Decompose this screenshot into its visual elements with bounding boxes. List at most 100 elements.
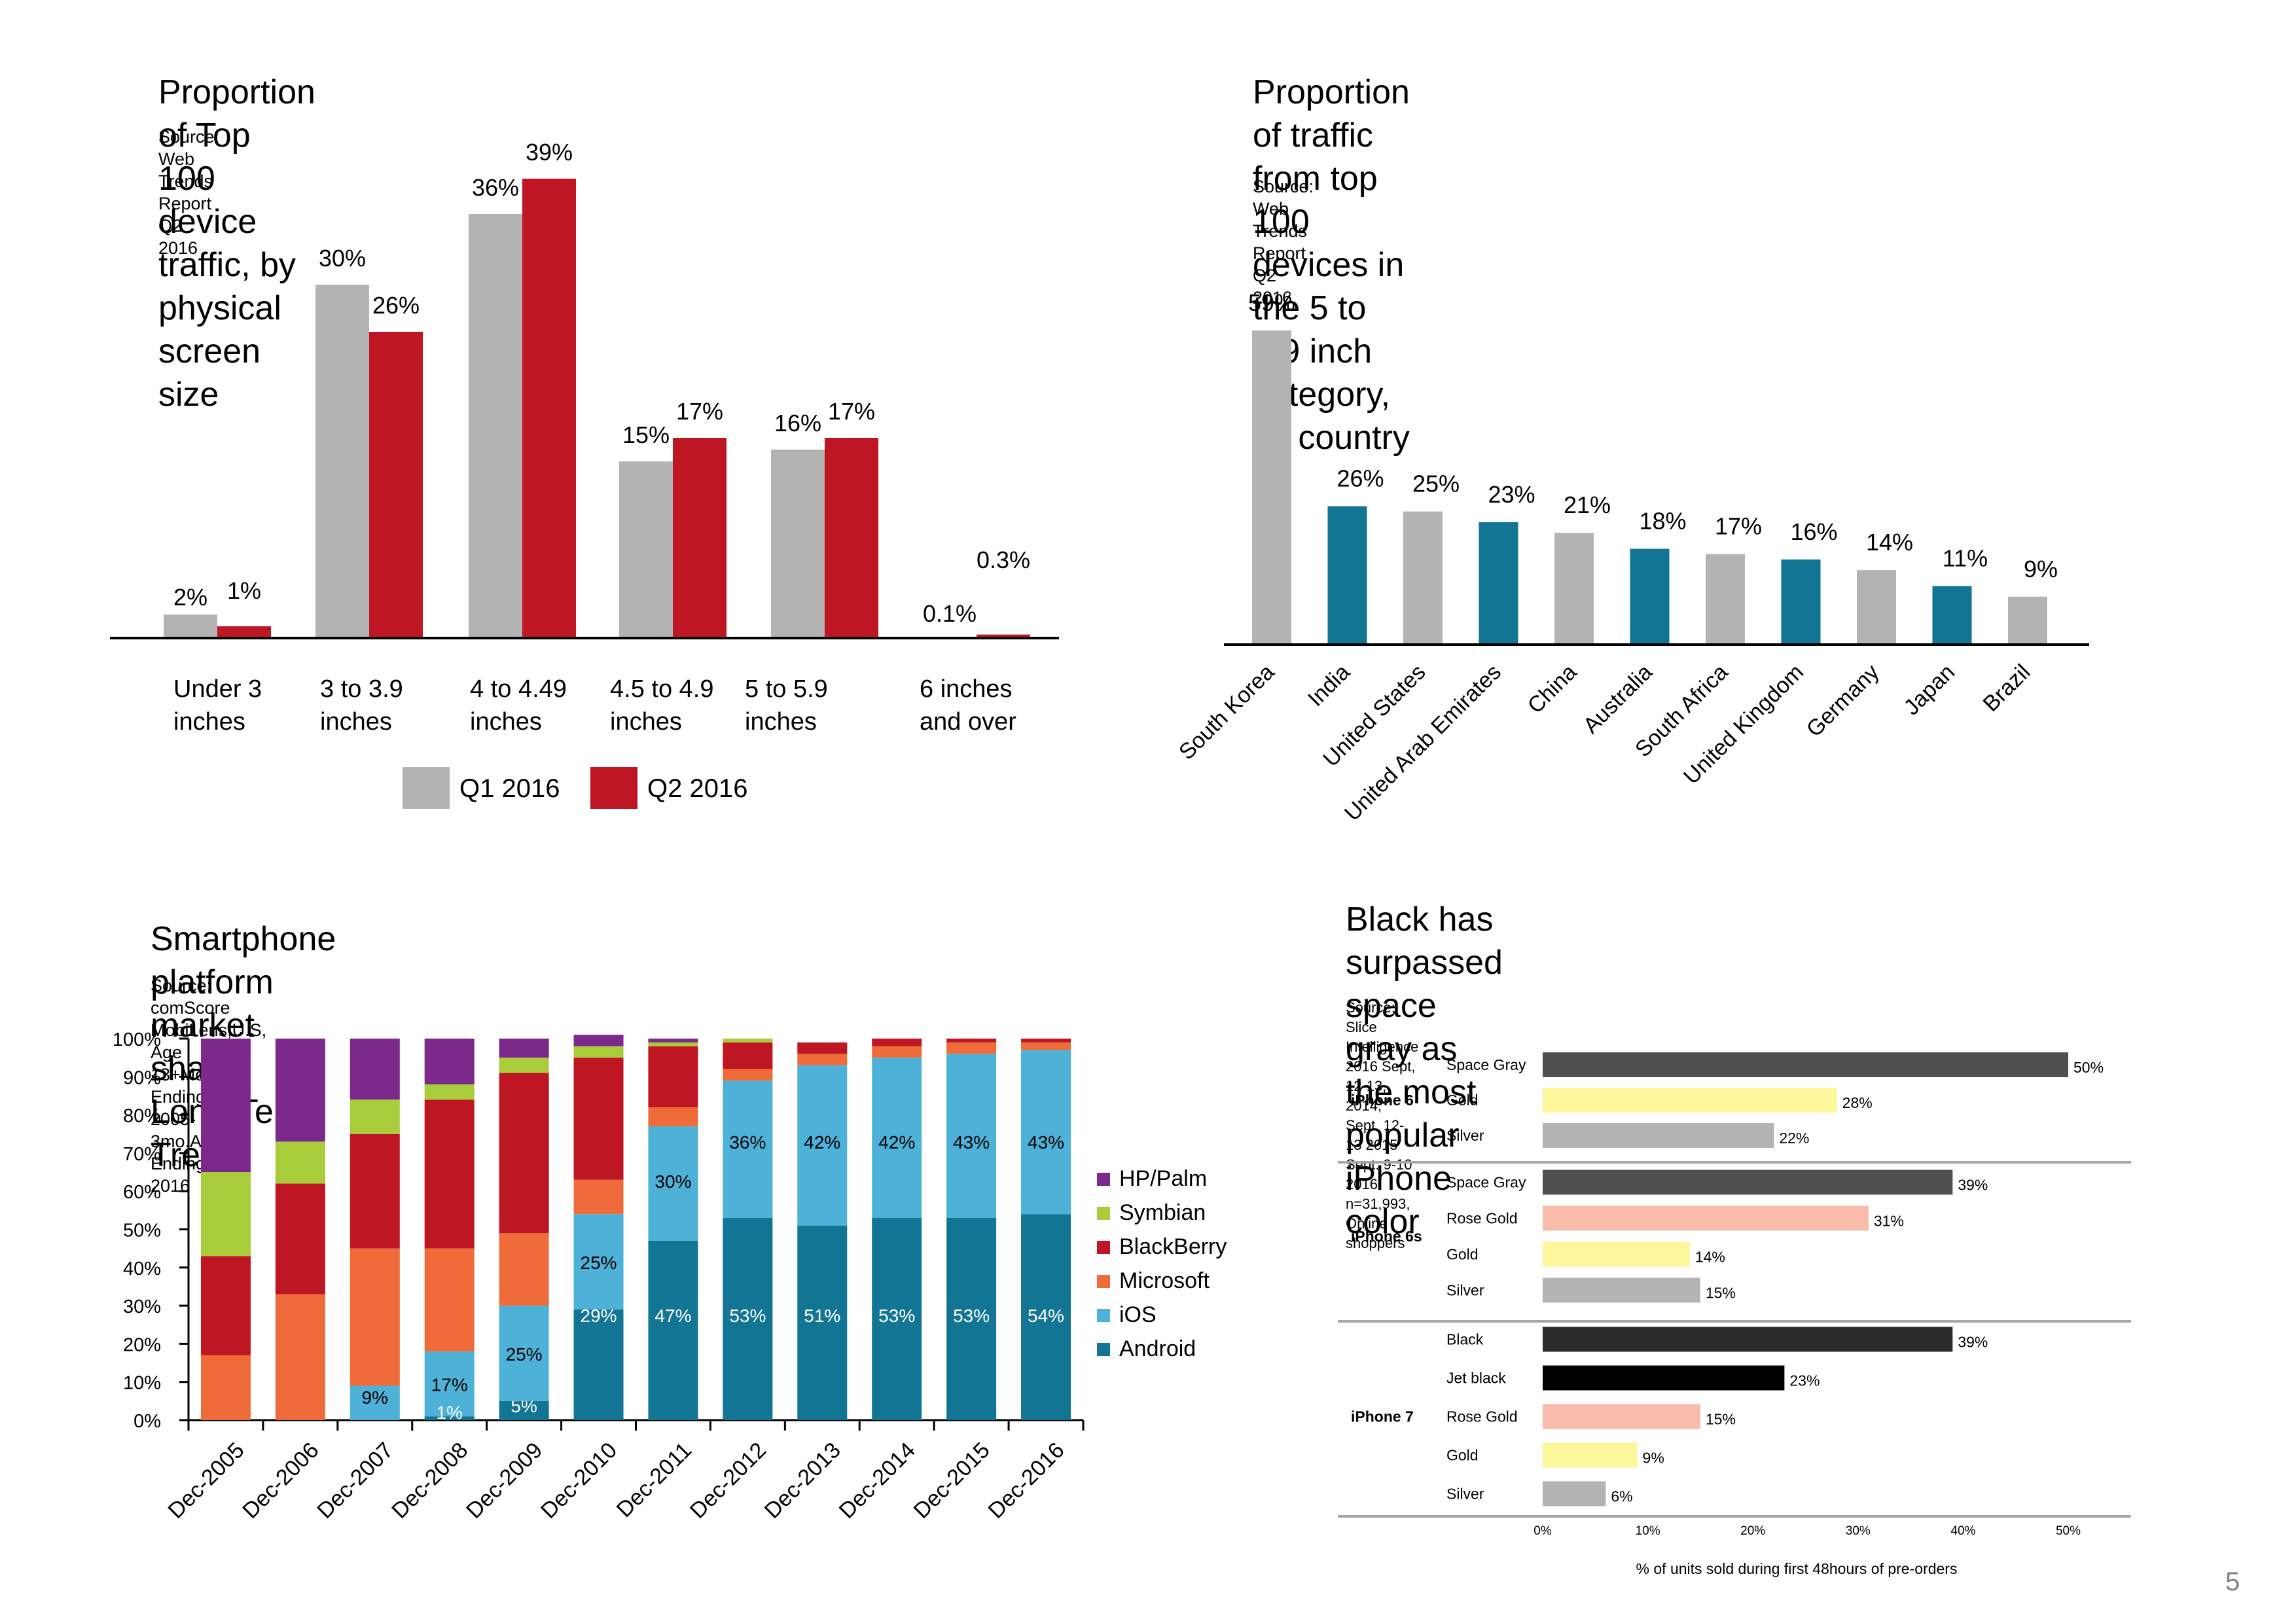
iphone-group-label-0: iPhone 6 (1351, 1092, 1414, 1109)
stack-microsoft-11 (1021, 1042, 1071, 1050)
country-source: Source: Web Trends Report Q2 2016 (1253, 177, 1314, 308)
data-label-q2-2016-0: 1% (227, 577, 261, 604)
platform-legend-swatch-ios (1097, 1309, 1110, 1322)
stack-hp-palm-2 (350, 1039, 400, 1100)
iphone-bar-value-2-4: 6% (1611, 1488, 1632, 1505)
platform-legend-swatch-blackberry (1097, 1241, 1110, 1254)
bar-q2-2016-0 (217, 626, 271, 638)
platform-y-tick-label-0: 0% (134, 1411, 161, 1432)
stack-android-10 (946, 1218, 997, 1420)
iphone-x-tick-label-0: 0% (1534, 1524, 1552, 1538)
bar-q2-2016-1 (369, 332, 423, 638)
country-value-label-7: 16% (1790, 518, 1837, 545)
data-label-q2-2016-2: 39% (526, 139, 573, 166)
iphone-x-tick-label-5: 50% (2056, 1524, 2081, 1538)
iphone-bar-1-2 (1543, 1241, 1690, 1267)
iphone-x-tick-label-2: 20% (1740, 1524, 1765, 1538)
legend-label-q1-2016: Q1 2016 (459, 774, 560, 803)
iphone-bar-2-2 (1543, 1404, 1700, 1429)
stack-android-3 (424, 1416, 475, 1420)
iphone-bar-2-0 (1543, 1327, 1953, 1352)
stack-blackberry-10 (946, 1039, 997, 1043)
iphone-bar-1-0 (1543, 1169, 1953, 1195)
category-label-2-1: inches (470, 708, 542, 736)
stack-android-5 (573, 1309, 624, 1420)
screen-size-source: Source: Web Trends Report Q2 2016 (158, 127, 220, 258)
data-label-q2-2016-5: 0.3% (977, 546, 1030, 573)
country-value-label-4: 21% (1564, 491, 1611, 518)
stack-blackberry-6 (648, 1046, 698, 1107)
stack-symbian-5 (573, 1046, 624, 1058)
country-value-label-0: 59% (1248, 289, 1295, 316)
bar-q2-2016-3 (673, 438, 726, 638)
stack-microsoft-10 (946, 1042, 997, 1054)
iphone-bar-1-3 (1543, 1277, 1700, 1303)
stack-ios-6 (648, 1126, 698, 1241)
platform-y-tick-label-10: 100% (113, 1029, 161, 1050)
country-bar-10 (2008, 596, 2047, 645)
iphone-bar-label-1-2: Gold (1446, 1246, 1479, 1263)
category-label-0-1: inches (173, 708, 245, 736)
iphone-color-title-line-2: iPhone color (1346, 1160, 1452, 1241)
stack-microsoft-3 (424, 1248, 475, 1352)
iphone-bar-value-0-2: 22% (1779, 1130, 1809, 1147)
category-label-5-1: and over (920, 708, 1016, 736)
platform-y-tick-label-3: 30% (123, 1296, 161, 1317)
stack-hp-palm-6 (648, 1039, 698, 1043)
stack-blackberry-4 (499, 1073, 549, 1234)
stack-blackberry-1 (275, 1183, 325, 1294)
stack-label-ios-9: 42% (878, 1132, 915, 1152)
stack-symbian-0 (200, 1172, 251, 1257)
category-label-0-0: Under 3 (173, 675, 262, 703)
iphone-x-axis-label: % of units sold during first 48hours of … (1636, 1560, 1958, 1577)
platform-legend-swatch-hp-palm (1097, 1173, 1110, 1186)
country-bar-4 (1554, 533, 1594, 645)
stack-label-ios-4: 25% (506, 1344, 543, 1364)
platform-legend-label-blackberry: BlackBerry (1119, 1234, 1227, 1259)
category-label-1-1: inches (320, 708, 392, 736)
stack-android-8 (797, 1225, 848, 1420)
stack-label-ios-8: 42% (804, 1132, 840, 1152)
iphone-bar-label-2-3: Gold (1446, 1447, 1479, 1464)
stack-label-ios-5: 25% (581, 1253, 617, 1273)
stack-android-6 (648, 1240, 698, 1420)
data-label-q1-2016-4: 16% (774, 410, 821, 437)
legend-swatch-q2-2016 (590, 767, 637, 809)
stack-microsoft-5 (573, 1179, 624, 1215)
stack-label-ios-10: 43% (953, 1132, 990, 1152)
country-value-label-2: 25% (1412, 471, 1460, 497)
stack-hp-palm-3 (424, 1039, 475, 1084)
stack-label-ios-6: 30% (655, 1171, 691, 1192)
platform-y-tick-label-2: 20% (123, 1334, 161, 1355)
stack-android-4 (499, 1400, 549, 1420)
platform-legend-label-microsoft: Microsoft (1119, 1268, 1210, 1293)
stack-microsoft-8 (797, 1054, 848, 1065)
stack-ios-5 (573, 1214, 624, 1310)
category-label-4-0: 5 to 5.9 (745, 675, 828, 703)
iphone-bar-value-1-3: 15% (1706, 1285, 1736, 1302)
iphone-bar-label-2-0: Black (1446, 1331, 1484, 1348)
page-number: 5 (2225, 1567, 2240, 1596)
stack-blackberry-5 (573, 1058, 624, 1180)
data-label-q1-2016-5: 0.1% (923, 600, 977, 627)
stack-symbian-6 (648, 1042, 698, 1046)
country-bar-8 (1857, 570, 1896, 645)
platform-legend-label-ios: iOS (1119, 1302, 1157, 1327)
country-title-line-1: Proportion of traffic from top 100 devic… (1253, 73, 1410, 370)
platform-y-tick-label-9: 90% (123, 1067, 161, 1088)
country-bar-7 (1781, 559, 1821, 645)
country-bar-0 (1252, 330, 1291, 645)
iphone-color-source-line-1: Source: Slice Intelligence 2016 Sept, 12… (1346, 999, 1419, 1232)
data-label-q2-2016-3: 17% (676, 398, 723, 425)
country-value-label-9: 11% (1943, 545, 1988, 572)
data-label-q1-2016-3: 15% (622, 421, 670, 448)
iphone-x-tick-label-3: 30% (1846, 1524, 1871, 1538)
legend-swatch-q1-2016 (403, 767, 450, 809)
stack-ios-9 (872, 1058, 922, 1219)
iphone-x-tick-label-1: 10% (1636, 1524, 1660, 1538)
bar-q2-2016-4 (825, 438, 878, 638)
stack-label-android-11: 54% (1028, 1306, 1064, 1326)
